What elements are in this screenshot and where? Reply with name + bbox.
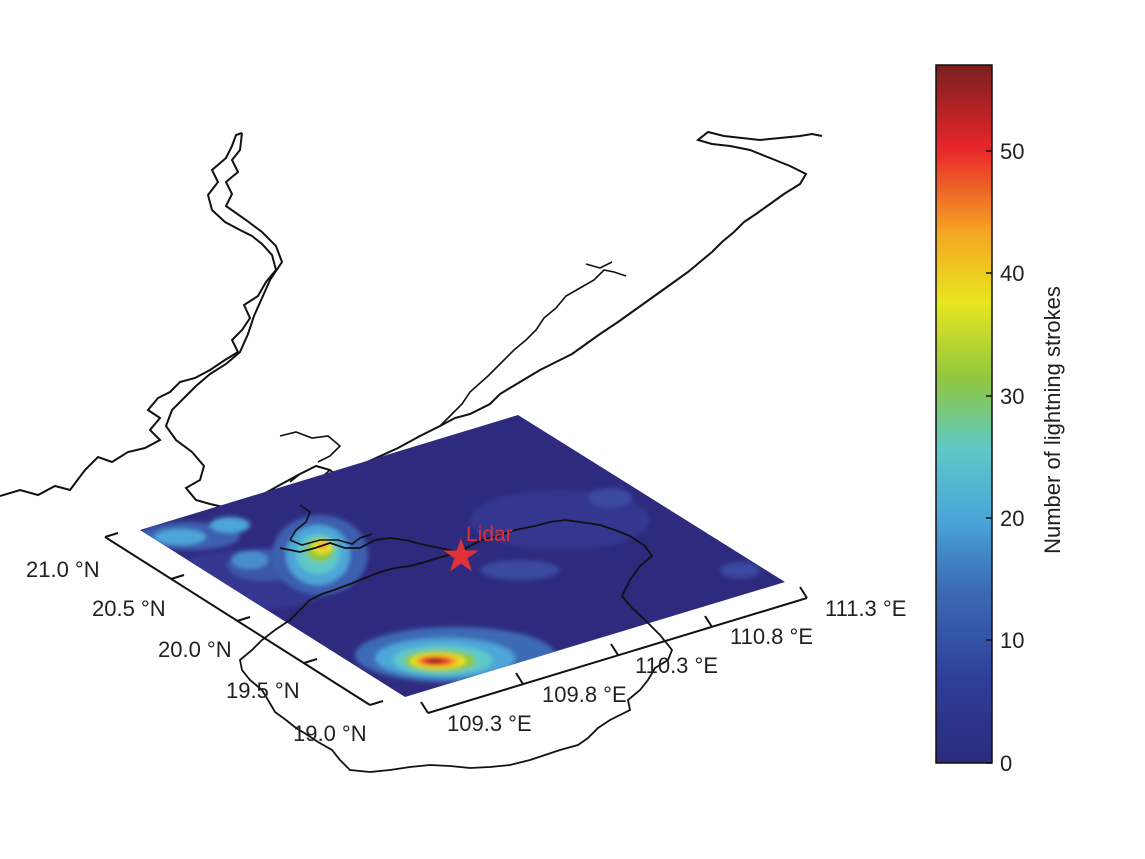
lon-tick-label-4: 111.3 °E — [825, 596, 906, 621]
cb-label-40: 40 — [1000, 261, 1024, 286]
star-icon — [443, 538, 479, 572]
coastline-bay — [164, 132, 284, 505]
lon-tick-label-0: 109.3 °E — [447, 711, 532, 736]
lon-tick-2 — [610, 643, 619, 656]
coastline-mainland — [0, 132, 278, 497]
lat-tick-3 — [303, 658, 318, 664]
lon-tick-1 — [515, 672, 524, 685]
lat-tick-2 — [236, 616, 251, 622]
colorbar-title: Number of lightning strokes — [1040, 286, 1065, 554]
cb-label-20: 20 — [1000, 506, 1024, 531]
lidar-label: Lidar — [466, 523, 513, 546]
lat-tick-label-1: 20.5 °N — [92, 596, 166, 621]
contour-plane — [140, 415, 785, 697]
lon-tick-4 — [799, 586, 808, 599]
colorbar: 0 10 20 30 40 50 Number of lightning str… — [935, 64, 1065, 776]
cb-label-10: 10 — [1000, 628, 1024, 653]
lat-tick-label-3: 19.5 °N — [226, 678, 300, 703]
lat-tick-0 — [104, 532, 119, 538]
longitude-axis: 109.3 °E 109.8 °E 110.3 °E 110.8 °E 111.… — [420, 586, 906, 736]
lat-tick-4 — [369, 700, 384, 706]
coastline-strait — [289, 504, 373, 546]
coastline-hainan — [239, 519, 674, 773]
lon-tick-label-2: 110.3 °E — [635, 653, 718, 678]
lat-tick-label-0: 21.0 °N — [26, 557, 100, 582]
lat-tick-label-4: 19.0 °N — [293, 721, 367, 746]
lidar-marker: Lidar — [443, 523, 513, 572]
cb-label-30: 30 — [1000, 384, 1024, 409]
lon-tick-3 — [704, 615, 713, 628]
lat-tick-1 — [170, 574, 185, 580]
lon-tick-label-3: 110.8 °E — [730, 624, 813, 649]
cb-label-0: 0 — [1000, 751, 1012, 776]
cb-label-50: 50 — [1000, 139, 1024, 164]
longitude-axis-line — [427, 597, 808, 714]
lon-tick-0 — [420, 701, 429, 714]
latitude-axis: 21.0 °N 20.5 °N 20.0 °N 19.5 °N 19.0 °N — [26, 532, 384, 746]
lat-tick-label-2: 20.0 °N — [158, 637, 232, 662]
colorbar-ramp — [935, 64, 993, 764]
lon-tick-label-1: 109.8 °E — [542, 682, 627, 707]
